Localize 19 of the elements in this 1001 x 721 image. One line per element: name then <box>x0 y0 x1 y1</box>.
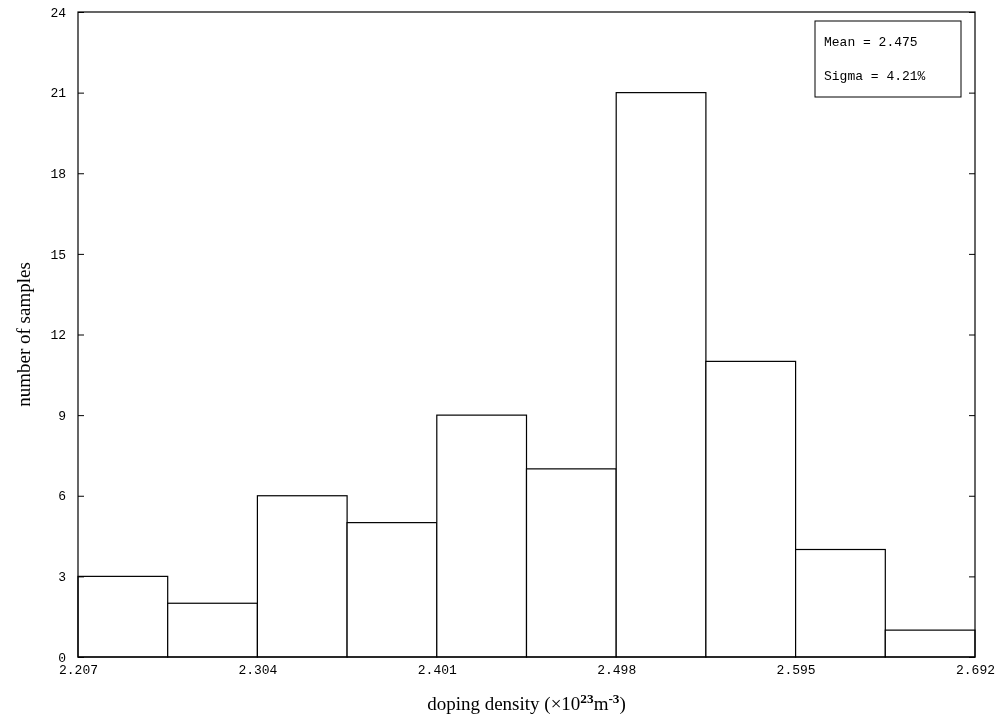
y-tick-label: 6 <box>58 489 66 505</box>
y-tick-label: 9 <box>58 408 66 424</box>
x-tick-label: 2.692 <box>955 663 996 679</box>
x-tick-label: 2.207 <box>58 663 99 679</box>
annotation: Mean = 2.475 <box>824 35 918 50</box>
y-tick-label: 15 <box>50 247 66 263</box>
x-tick-label: 2.401 <box>417 663 457 679</box>
y-tick-label: 18 <box>50 166 66 182</box>
x-tick-label: 2.595 <box>776 663 816 679</box>
y-axis-title: number of samples <box>13 262 34 407</box>
y-tick-label: 21 <box>50 86 67 102</box>
y-tick-label: 0 <box>58 650 66 666</box>
annotation: Sigma = 4.21% <box>824 69 926 84</box>
x-tick-label: 2.498 <box>597 663 637 679</box>
x-axis-title: doping density (×10$^{23}$m$^{-3}$) <box>427 690 626 715</box>
x-tick-label: 2.304 <box>238 663 278 679</box>
y-tick-label: 24 <box>50 5 67 21</box>
y-tick-label: 12 <box>50 328 66 344</box>
y-tick-label: 3 <box>58 570 66 586</box>
